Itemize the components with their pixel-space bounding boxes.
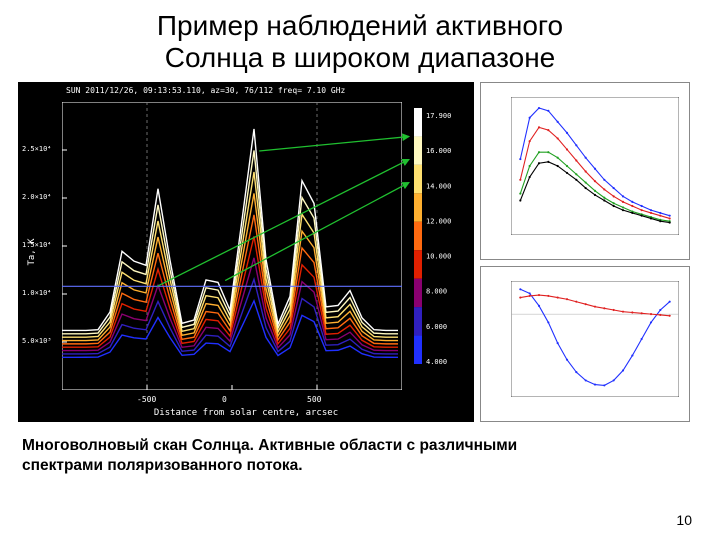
- x-axis-title: Distance from solar centre, arcsec: [154, 408, 338, 418]
- page-number: 10: [676, 512, 692, 528]
- svg-text:6.000: 6.000: [426, 323, 447, 331]
- svg-text:10.000: 10.000: [426, 253, 451, 261]
- top-plot-area: [511, 97, 679, 235]
- title-line-2: Солнца в широком диапазоне: [20, 42, 700, 74]
- svg-text:16.000: 16.000: [426, 148, 451, 156]
- colorbar: 17.900 16.000 14.000 12.000 10.000 8.000 6.000…: [414, 108, 466, 364]
- main-plot-header: SUN 2011/12/26, 09:13:53.110, az=30, 76/…: [66, 86, 345, 95]
- svg-text:17.900: 17.900: [426, 112, 451, 120]
- x-tick-label: 500: [307, 395, 321, 404]
- svg-text:4.000: 4.000: [426, 358, 447, 364]
- y-tick-label: 2.0×10⁴: [22, 193, 52, 201]
- x-tick-label: 0: [222, 395, 227, 404]
- bot-plot-area: [511, 281, 679, 397]
- svg-text:14.000: 14.000: [426, 183, 451, 191]
- main-plot-area: [62, 102, 402, 390]
- title-line-1: Пример наблюдений активного: [20, 10, 700, 42]
- slide-title: Пример наблюдений активного Солнца в шир…: [0, 0, 720, 82]
- spectrum-plot-bottom: [480, 266, 690, 422]
- y-tick-label: 1.5×10⁴: [22, 241, 52, 249]
- svg-text:12.000: 12.000: [426, 218, 451, 226]
- caption-line-2: спектрами поляризованного потока.: [22, 457, 303, 474]
- figure-caption: Многоволновый скан Солнца. Активные обла…: [0, 422, 720, 475]
- caption-line-1: Многоволновый скан Солнца. Активные обла…: [22, 437, 517, 454]
- main-scan-plot: SUN 2011/12/26, 09:13:53.110, az=30, 76/…: [18, 82, 474, 422]
- x-tick-label: -500: [137, 395, 156, 404]
- y-tick-label: 5.0×10³: [22, 337, 52, 345]
- y-tick-label: 1.0×10⁴: [22, 289, 52, 297]
- spectrum-plot-top: [480, 82, 690, 260]
- y-tick-label: 2.5×10⁴: [22, 145, 52, 153]
- svg-text:8.000: 8.000: [426, 288, 447, 296]
